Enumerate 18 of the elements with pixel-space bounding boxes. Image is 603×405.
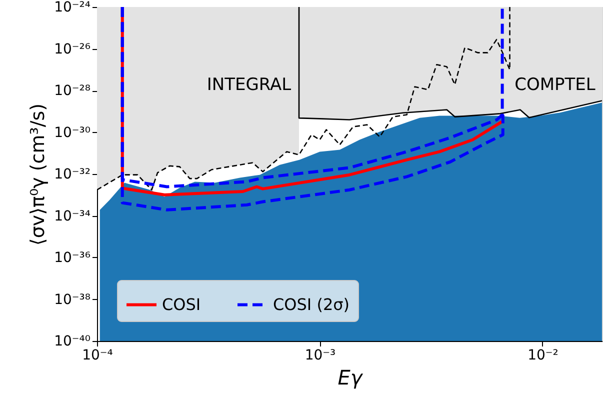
x-axis-title: Eγ	[338, 366, 364, 390]
annotation: INTEGRAL	[206, 75, 292, 95]
annotation: COMPTEL	[514, 75, 596, 95]
y-tick-label: 10⁻³²	[54, 166, 90, 182]
legend-label: COSI	[162, 294, 201, 314]
y-axis-title: ⟨σv⟩π⁰γ (cm³/s)	[27, 103, 50, 246]
y-tick-label: 10⁻³⁸	[54, 292, 91, 308]
y-tick-label: 10⁻³⁶	[54, 250, 91, 266]
y-tick-label: 10⁻²⁴	[54, 0, 91, 16]
y-tick-label: 10⁻³⁰	[54, 124, 91, 141]
y-tick-label: 10⁻⁴⁰	[54, 334, 91, 350]
x-tick-label: 10⁻²	[528, 348, 558, 364]
x-tick-label: 10⁻⁴	[82, 348, 114, 364]
y-tick-label: 10⁻³⁴	[54, 208, 91, 224]
legend-label: COSI (2σ)	[273, 294, 350, 314]
x-tick-label: 10⁻³	[304, 348, 336, 364]
y-tick-label: 10⁻²⁶	[54, 41, 91, 58]
y-tick-label: 10⁻²⁸	[54, 83, 91, 99]
